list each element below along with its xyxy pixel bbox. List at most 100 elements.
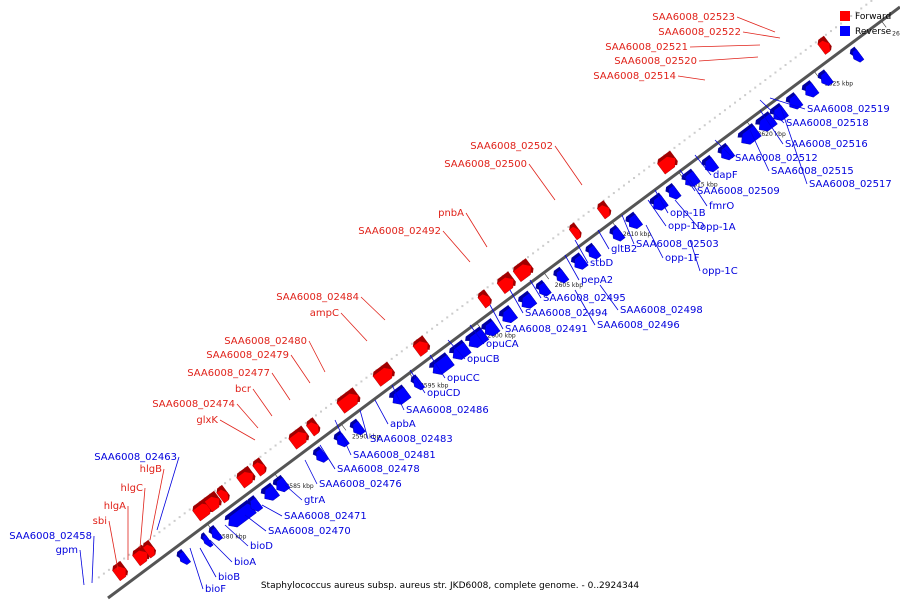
- gene-label: SAA6008_02523: [652, 12, 735, 23]
- track-dot: [809, 45, 812, 48]
- track-dot: [754, 86, 757, 89]
- track-dot: [229, 478, 232, 481]
- track-dot: [592, 207, 595, 210]
- label-leader: [139, 487, 146, 549]
- track-dot: [734, 101, 737, 104]
- label-leader: [271, 372, 291, 401]
- track-dot: [330, 403, 333, 406]
- gene-label: bioA: [234, 557, 256, 568]
- track-dot: [476, 293, 479, 296]
- gene-label: hlgA: [104, 501, 126, 512]
- reverse-gene: [388, 384, 412, 405]
- label-leader: [209, 539, 233, 563]
- track-dot: [249, 463, 252, 466]
- track-dot: [537, 248, 540, 251]
- track-dot: [304, 421, 307, 424]
- gene-label: SAA6008_02491: [505, 324, 588, 335]
- track-dot: [405, 346, 408, 349]
- label-leader: [199, 547, 217, 578]
- gene-label: SAA6008_02484: [276, 292, 359, 303]
- track-dot: [643, 169, 646, 172]
- track-dot: [744, 94, 747, 97]
- legend-forward-swatch: [840, 11, 850, 21]
- track-dot: [370, 372, 373, 375]
- gene-label: dapF: [713, 170, 738, 181]
- label-leader: [489, 304, 504, 330]
- gene-label: gtrA: [304, 495, 325, 506]
- gene-features: [112, 35, 865, 582]
- label-leader: [554, 145, 583, 186]
- gene-label: apbA: [390, 419, 416, 430]
- gene-label: fmrO: [709, 201, 734, 212]
- track-dot: [688, 135, 691, 138]
- forward-gene: [306, 417, 321, 437]
- gene-label: SAA6008_02463: [94, 452, 177, 463]
- track-dot: [436, 323, 439, 326]
- track-dot: [456, 308, 459, 311]
- forward-gene: [657, 150, 678, 175]
- label-leader: [736, 16, 776, 33]
- track-dot: [224, 482, 227, 485]
- track-dot: [279, 440, 282, 443]
- track-dot: [582, 214, 585, 217]
- label-leader: [334, 419, 352, 456]
- forward-gene: [216, 484, 230, 504]
- forward-gene: [142, 539, 157, 559]
- label-leader: [284, 484, 303, 501]
- tick-mark: [881, 21, 887, 28]
- gene-label: opp-1D: [668, 221, 705, 232]
- gene-label: SAA6008_02478: [337, 464, 420, 475]
- label-leader: [244, 514, 267, 532]
- forward-gene: [112, 560, 128, 582]
- track-dot: [335, 399, 338, 402]
- label-leader: [409, 369, 426, 394]
- label-leader: [742, 31, 781, 39]
- track-dot: [607, 195, 610, 198]
- track-dot: [587, 210, 590, 213]
- genome-axis: [107, 5, 900, 600]
- track-dot: [648, 165, 651, 168]
- track-dot: [547, 241, 550, 244]
- label-leader: [769, 97, 806, 110]
- gene-label: SAA6008_02474: [152, 399, 235, 410]
- track-dot: [764, 79, 767, 82]
- track-dot: [860, 7, 863, 10]
- track-dot: [718, 112, 721, 115]
- reverse-gene: [429, 352, 455, 375]
- track-dot: [97, 576, 100, 579]
- label-leader: [779, 104, 808, 185]
- gene-label: SAA6008_02471: [284, 511, 367, 522]
- gene-label: SAA6008_02522: [658, 27, 741, 38]
- tick-label: 2610 kbp: [623, 231, 651, 238]
- label-leader: [621, 214, 635, 245]
- reverse-gene: [312, 446, 329, 463]
- label-leader: [677, 75, 706, 81]
- track-dot: [769, 75, 772, 78]
- track-dot: [446, 316, 449, 319]
- label-leader: [599, 284, 619, 311]
- track-dot: [794, 56, 797, 59]
- track-dot: [855, 11, 858, 14]
- track-dot: [173, 519, 176, 522]
- gene-label: SAA6008_02479: [206, 350, 289, 361]
- label-leader: [219, 419, 256, 441]
- track-dot: [612, 192, 615, 195]
- label-leader: [564, 254, 580, 281]
- track-dot: [542, 244, 545, 247]
- label-leader: [529, 279, 542, 299]
- dot-track: [97, 0, 873, 579]
- reverse-gene: [518, 290, 538, 309]
- reverse-gene: [247, 495, 264, 512]
- reverse-gene: [625, 211, 644, 230]
- track-dot: [491, 282, 494, 285]
- gene-label: SAA6008_02519: [807, 104, 890, 115]
- legend-forward-label: Forward: [855, 12, 891, 22]
- track-dot: [703, 124, 706, 127]
- track-dot: [511, 267, 514, 270]
- gene-label: bioB: [218, 572, 240, 583]
- forward-gene: [477, 289, 492, 309]
- track-dot: [683, 139, 686, 142]
- reverse-gene: [498, 304, 519, 324]
- track-dot: [628, 180, 631, 183]
